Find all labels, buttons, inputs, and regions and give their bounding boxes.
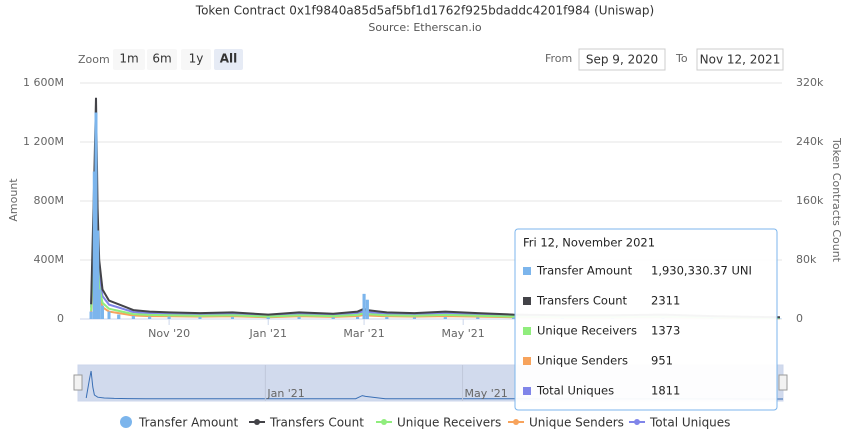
tooltip-value: 951 xyxy=(651,354,673,368)
legend-symbol xyxy=(254,419,260,425)
column xyxy=(97,289,101,319)
from-input[interactable] xyxy=(578,48,666,71)
column xyxy=(92,171,96,319)
from-value[interactable]: Sep 9, 2020 xyxy=(586,53,658,67)
tooltip-symbol xyxy=(523,327,531,335)
zoom-button-label[interactable]: 1y xyxy=(189,52,204,66)
tooltip-name: Total Uniques xyxy=(536,384,614,398)
to-value[interactable]: Nov 12, 2021 xyxy=(700,53,781,67)
tooltip-value: 1373 xyxy=(651,324,680,338)
tooltip-symbol xyxy=(523,357,531,365)
zoom-button[interactable] xyxy=(181,49,211,70)
column xyxy=(131,316,135,319)
legend-symbol xyxy=(381,419,387,425)
x-tick-label: May '21 xyxy=(442,327,485,340)
column xyxy=(412,317,416,319)
tooltip-name: Transfer Amount xyxy=(536,264,633,278)
column xyxy=(96,230,100,319)
column xyxy=(362,293,366,319)
tooltip-name: Unique Receivers xyxy=(537,324,637,338)
tooltip-name: Transfers Count xyxy=(536,294,628,308)
chart-title: Token Contract 0x1f9840a85d5af5bf1d1762f… xyxy=(195,4,654,18)
x-tick-label: Jan '21 xyxy=(248,327,286,340)
tooltip: Fri 12, November 2021 Transfer Amount 1,93… xyxy=(514,228,778,411)
zoom-button-label[interactable]: 6m xyxy=(152,52,171,66)
zoom-button-label[interactable]: All xyxy=(220,52,238,66)
column xyxy=(365,299,369,319)
y-tick-label: 800M xyxy=(34,194,65,207)
x-tick-label: Nov '20 xyxy=(148,327,190,340)
column xyxy=(385,317,389,319)
chart-subtitle: Source: Etherscan.io xyxy=(368,21,482,34)
column xyxy=(117,314,121,319)
navigator-label: May '21 xyxy=(465,387,508,400)
zoom-button-label[interactable]: 1m xyxy=(119,52,138,66)
column xyxy=(107,311,111,319)
tooltip-box xyxy=(514,228,778,411)
tooltip-value: 1,930,330.37 UNI xyxy=(651,264,752,278)
zoom-button[interactable] xyxy=(214,49,243,70)
column xyxy=(476,317,480,319)
to-label: To xyxy=(675,52,688,65)
y2-tick-label: 240k xyxy=(796,135,824,148)
tooltip-symbol xyxy=(523,267,531,275)
navigator-handle[interactable] xyxy=(778,374,788,391)
zoom-button[interactable] xyxy=(113,49,145,70)
column xyxy=(443,317,447,319)
column xyxy=(297,317,301,319)
y-axis-label: Amount xyxy=(7,178,20,222)
column xyxy=(198,317,202,319)
y-tick-label: 400M xyxy=(34,253,65,266)
from-label: From xyxy=(545,52,572,65)
legend-label[interactable]: Transfer Amount xyxy=(138,416,239,430)
y-tick-label: 1 600M xyxy=(23,76,64,89)
y2-tick-label: 160k xyxy=(796,194,824,207)
zoom-button[interactable] xyxy=(147,49,177,70)
to-input[interactable] xyxy=(696,48,784,71)
y2-axis-label: Token Contracts Count xyxy=(830,137,843,263)
column xyxy=(230,317,234,319)
column xyxy=(148,316,152,319)
tooltip-symbol xyxy=(523,387,531,395)
navigator-handle[interactable] xyxy=(73,374,83,391)
y-tick-label: 1 200M xyxy=(23,135,64,148)
x-tick-label: Mar '21 xyxy=(343,327,384,340)
tooltip-value: 1811 xyxy=(651,384,680,398)
column xyxy=(356,316,360,319)
column xyxy=(512,317,516,319)
legend-label[interactable]: Transfers Count xyxy=(269,416,364,430)
tooltip-name: Unique Senders xyxy=(537,354,628,368)
navigator-label: Jan '21 xyxy=(266,387,304,400)
legend-symbol xyxy=(513,419,519,425)
y-tick-label: 0 xyxy=(57,312,64,325)
y2-tick-label: 80k xyxy=(796,253,817,266)
legend-symbol xyxy=(120,416,132,428)
zoom-label: Zoom xyxy=(78,53,110,66)
legend-label[interactable]: Unique Senders xyxy=(529,416,624,430)
column xyxy=(94,112,98,319)
tooltip-title: Fri 12, November 2021 xyxy=(523,236,655,250)
column xyxy=(266,317,270,319)
tooltip-symbol xyxy=(523,297,531,305)
column xyxy=(167,316,171,319)
legend-symbol xyxy=(634,419,640,425)
tooltip-value: 2311 xyxy=(651,294,680,308)
legend-label[interactable]: Unique Receivers xyxy=(397,416,501,430)
column xyxy=(100,305,104,319)
column xyxy=(89,311,93,319)
y2-tick-label: 0 xyxy=(796,312,803,325)
column xyxy=(331,317,335,319)
y2-tick-label: 320k xyxy=(796,76,824,89)
legend-label[interactable]: Total Uniques xyxy=(649,416,730,430)
